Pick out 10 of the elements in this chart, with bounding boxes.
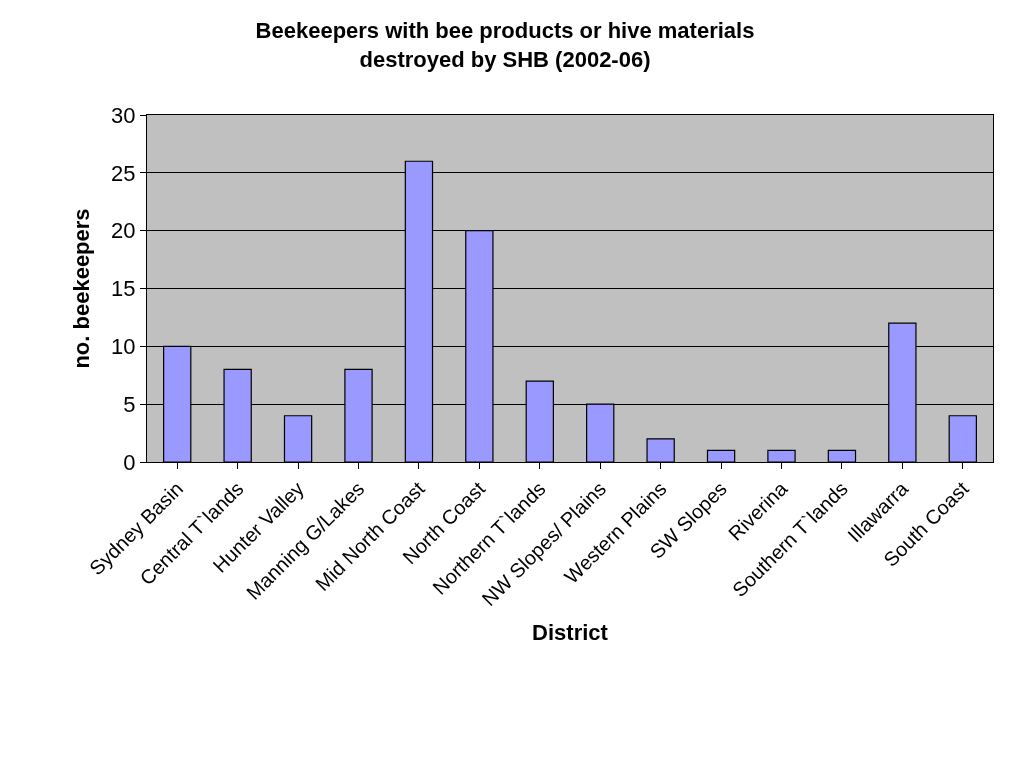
y-axis-title: no. beekeepers — [68, 208, 94, 369]
x-axis-title: District — [532, 619, 609, 645]
y-tick-label: 25 — [111, 160, 136, 186]
y-tick-label: 20 — [111, 218, 136, 244]
y-tick-label: 0 — [123, 449, 136, 475]
y-tick-label: 5 — [123, 391, 136, 417]
y-tick-label: 10 — [111, 334, 136, 360]
chart-title: Beekeepers with bee products or hive materials destroyed by SHB (2002-06) — [255, 18, 755, 73]
y-tick-label: 30 — [111, 102, 136, 128]
y-tick-label: 15 — [111, 276, 136, 302]
